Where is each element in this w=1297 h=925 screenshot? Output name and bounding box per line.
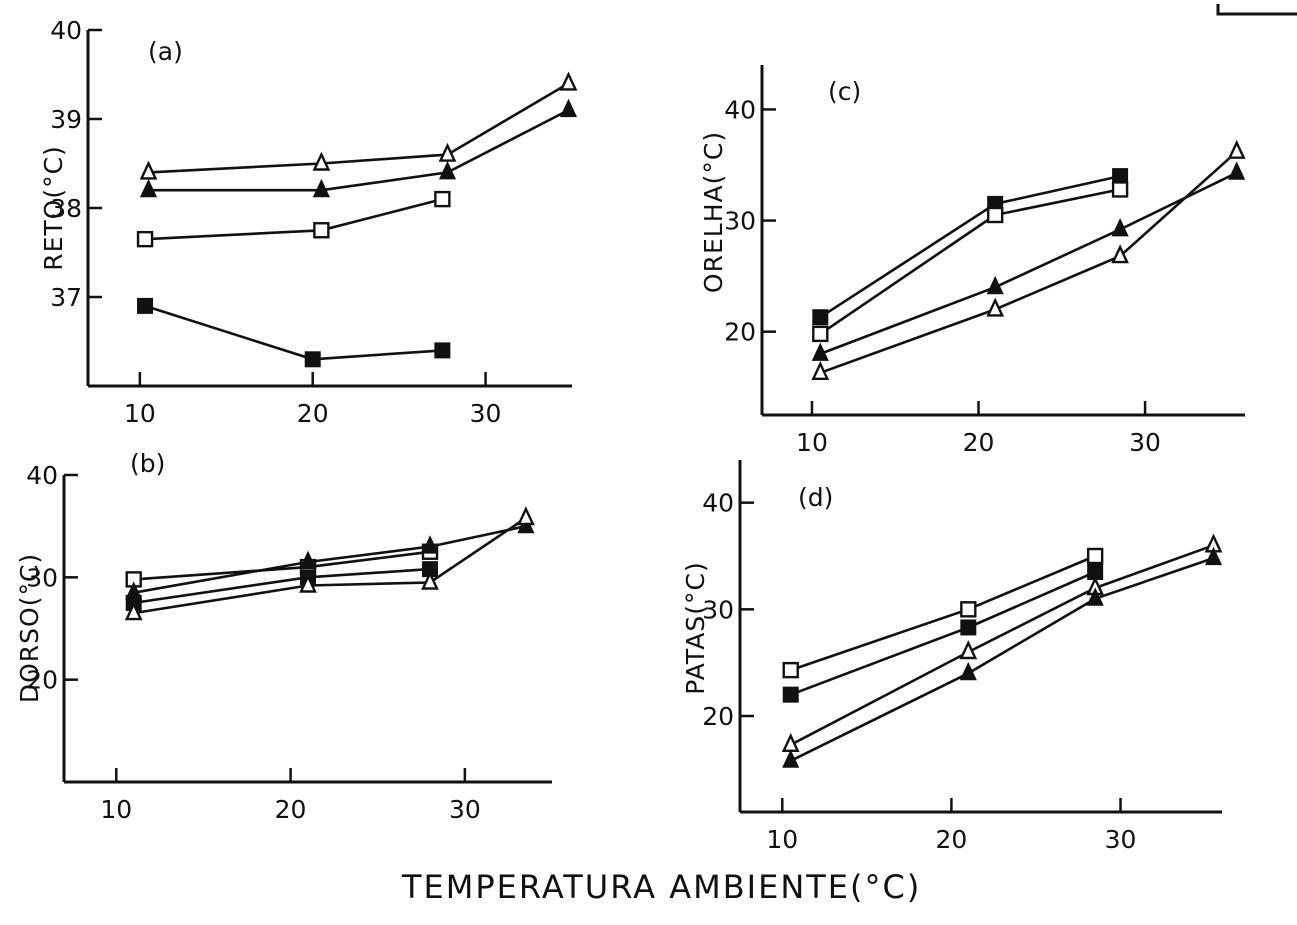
data-point-open-triangle — [811, 360, 830, 380]
x-tick-label-a: 10 — [124, 399, 156, 428]
data-point-open-triangle — [421, 570, 439, 590]
y-tick-label-d: 40 — [702, 489, 734, 518]
y-tick-label-d: 20 — [702, 702, 734, 731]
data-point-open-square — [1111, 181, 1129, 198]
series-line-c-open-triangle — [819, 150, 1238, 375]
data-point-filled-square — [782, 686, 799, 703]
data-point-filled-triangle — [1204, 546, 1223, 566]
data-point-open-square — [313, 222, 330, 239]
series-line-d-filled-square — [790, 570, 1096, 696]
data-point-filled-square — [1112, 168, 1129, 185]
x-axis-label: TEMPERATURA AMBIENTE(°C) — [401, 868, 921, 906]
data-point-open-triangle — [559, 71, 578, 91]
series-line-a-open-square — [144, 197, 443, 241]
panel-d: (d) PATAS(°C) 20 30 40 10 20 30 — [681, 460, 1223, 854]
data-point-open-triangle — [299, 573, 317, 593]
data-point-open-triangle — [1227, 139, 1246, 159]
data-point-open-triangle — [312, 151, 331, 171]
panel-label-b: (b) — [130, 449, 165, 478]
data-point-open-square — [986, 206, 1004, 224]
panel-label-c: (c) — [828, 77, 861, 106]
y-tick-label-a: 39 — [50, 105, 82, 134]
data-point-filled-triangle — [139, 178, 158, 198]
x-tick-label-d: 10 — [766, 825, 798, 854]
panel-c: (c) ORELHA(°C) 20 30 40 10 20 30 — [699, 65, 1246, 457]
x-tick-label-c: 20 — [963, 428, 995, 457]
data-point-open-square — [136, 230, 154, 248]
y-tick-label-a: 37 — [50, 283, 82, 312]
data-point-filled-triangle — [1086, 587, 1104, 606]
data-point-filled-triangle — [1111, 218, 1129, 237]
data-point-filled-triangle — [959, 661, 977, 681]
data-point-filled-square — [960, 619, 977, 636]
data-point-filled-triangle — [782, 749, 800, 768]
data-point-open-square — [960, 601, 977, 618]
y-axis-label-reto: RETO(°C) — [39, 145, 68, 271]
series-line-d-open-square — [790, 554, 1096, 672]
data-point-filled-triangle — [421, 535, 439, 554]
y-tick-label-a: 40 — [50, 16, 82, 45]
data-point-filled-square — [812, 309, 829, 326]
y-tick-label-c: 40 — [724, 95, 756, 124]
series-line-a-filled-triangle — [148, 108, 570, 192]
data-point-open-square — [782, 661, 799, 679]
data-point-filled-square — [137, 297, 154, 314]
data-point-open-triangle — [124, 601, 143, 621]
data-point-open-square — [1086, 547, 1104, 565]
data-point-filled-square — [434, 342, 451, 359]
data-point-filled-triangle — [559, 98, 578, 118]
panel-b: (b) DORSO(°C) 20 30 40 10 20 30 — [15, 449, 552, 824]
data-point-filled-square — [304, 351, 321, 368]
data-point-open-triangle — [139, 160, 158, 180]
y-tick-label-a: 38 — [50, 194, 82, 223]
data-point-open-triangle — [517, 506, 535, 526]
data-point-open-square — [812, 325, 829, 343]
y-axis-label-patas: PATAS(°C) — [681, 561, 710, 694]
data-point-open-triangle — [438, 142, 457, 162]
x-tick-label-b: 30 — [449, 795, 481, 824]
x-tick-label-d: 20 — [935, 825, 967, 854]
y-tick-label-b: 30 — [26, 563, 58, 592]
series-line-a-filled-square — [144, 304, 443, 361]
y-tick-label-b: 40 — [26, 461, 58, 490]
series-line-d-open-triangle — [790, 544, 1214, 746]
data-point-filled-triangle — [1228, 161, 1246, 180]
series-line-a-open-triangle — [148, 82, 570, 174]
data-point-filled-triangle — [438, 161, 457, 180]
series-line-b-open-triangle — [133, 516, 527, 615]
y-tick-label-c: 20 — [724, 318, 756, 347]
data-point-filled-triangle — [312, 178, 330, 198]
panel-label-a: (a) — [148, 37, 183, 66]
x-tick-label-c: 30 — [1129, 428, 1161, 457]
x-tick-label-d: 30 — [1105, 825, 1137, 854]
x-tick-label-b: 10 — [100, 795, 132, 824]
series-line-c-open-square — [819, 188, 1121, 335]
y-tick-label-d: 30 — [702, 595, 734, 624]
data-point-open-triangle — [1111, 244, 1129, 264]
panel-a: (a) RETO(°C) 37 38 39 40 10 20 30 — [39, 16, 578, 428]
x-tick-label-c: 10 — [796, 428, 828, 457]
panel-label-d: (d) — [798, 483, 833, 512]
y-tick-label-c: 30 — [724, 207, 756, 236]
data-point-filled-triangle — [986, 275, 1004, 295]
y-axis-label-dorso: DORSO(°C) — [15, 553, 44, 703]
y-axis-label-orelha: ORELHA(°C) — [699, 131, 728, 293]
series-line-b-filled-triangle — [133, 524, 527, 594]
data-point-filled-triangle — [811, 342, 829, 361]
corner-mark — [1216, 4, 1297, 16]
data-point-filled-triangle — [299, 550, 317, 569]
data-point-open-square — [434, 190, 451, 208]
series-line-c-filled-triangle — [819, 171, 1238, 356]
series-line-d-filled-triangle — [790, 556, 1214, 762]
y-tick-label-b: 20 — [26, 666, 58, 695]
x-tick-label-a: 30 — [470, 399, 502, 428]
data-point-open-triangle — [986, 297, 1005, 317]
x-tick-label-a: 20 — [297, 399, 329, 428]
x-tick-label-b: 20 — [275, 795, 307, 824]
data-point-open-triangle — [959, 640, 978, 660]
